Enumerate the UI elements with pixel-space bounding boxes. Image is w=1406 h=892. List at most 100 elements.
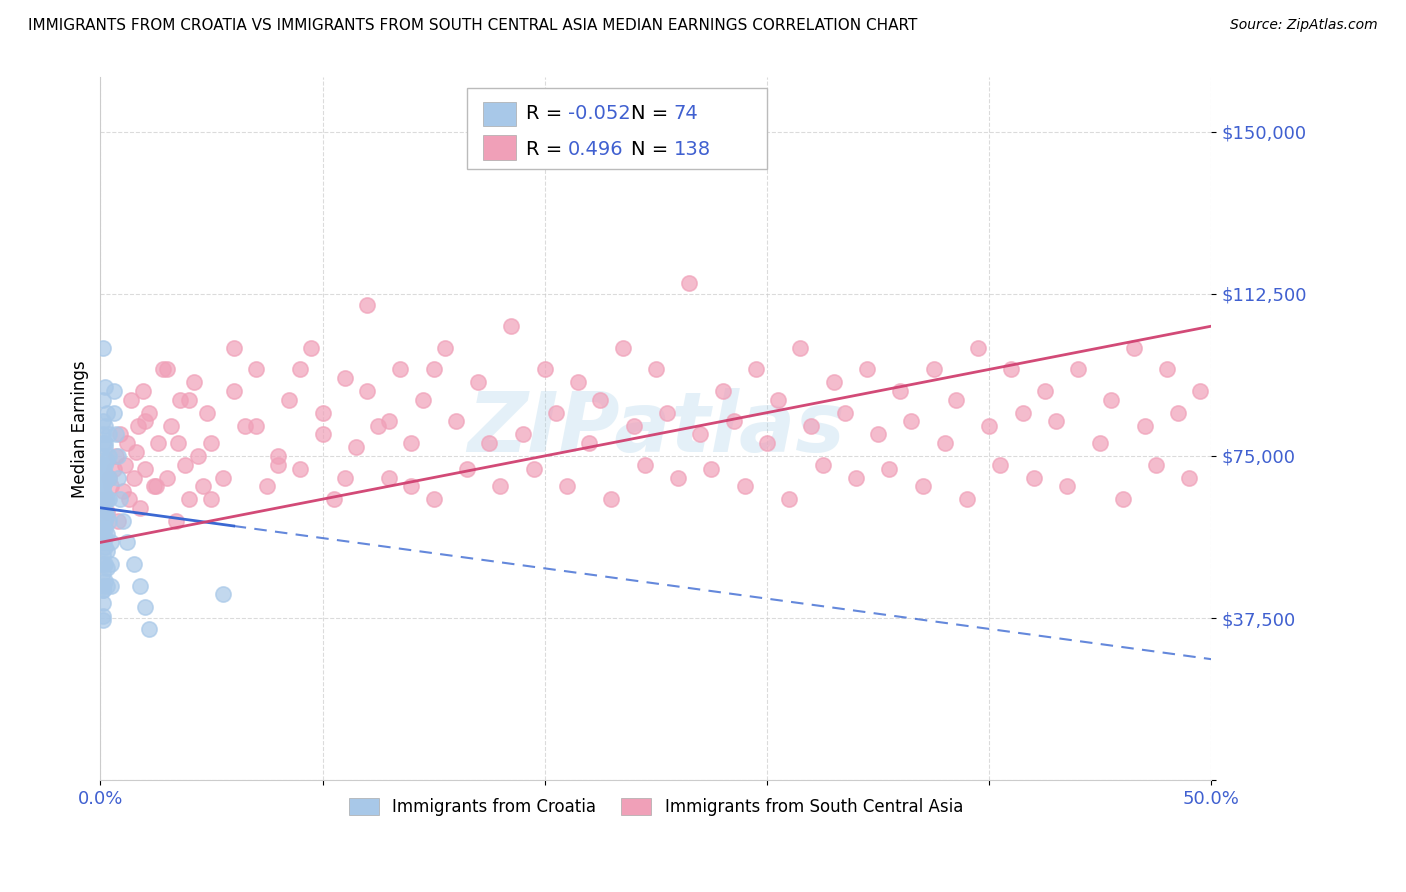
Point bbox=[120, 392, 142, 407]
Point bbox=[91, 479, 114, 493]
Point bbox=[523, 462, 546, 476]
Point bbox=[578, 436, 600, 450]
Point bbox=[94, 488, 117, 502]
Point bbox=[96, 470, 118, 484]
Point bbox=[256, 479, 278, 493]
Point bbox=[501, 319, 523, 334]
Point bbox=[401, 436, 423, 450]
Point bbox=[689, 427, 711, 442]
Text: Source: ZipAtlas.com: Source: ZipAtlas.com bbox=[1230, 18, 1378, 32]
Point bbox=[91, 414, 114, 428]
Point bbox=[278, 392, 301, 407]
Point bbox=[173, 458, 195, 472]
Point bbox=[1022, 470, 1045, 484]
Point bbox=[91, 449, 114, 463]
Point bbox=[91, 505, 114, 519]
Point bbox=[444, 414, 467, 428]
Point bbox=[179, 492, 201, 507]
Point bbox=[91, 458, 114, 472]
Point bbox=[145, 479, 167, 493]
Point bbox=[1090, 436, 1112, 450]
Point bbox=[110, 492, 132, 507]
Point bbox=[91, 582, 114, 597]
Point bbox=[156, 470, 179, 484]
Point bbox=[91, 566, 114, 580]
Point bbox=[94, 531, 117, 545]
Point bbox=[91, 470, 114, 484]
Point bbox=[245, 418, 267, 433]
Point bbox=[103, 462, 125, 476]
Point bbox=[94, 492, 117, 507]
Point bbox=[922, 362, 945, 376]
Point bbox=[1156, 362, 1178, 376]
Text: 74: 74 bbox=[673, 104, 699, 123]
Point bbox=[100, 557, 122, 571]
Point bbox=[103, 406, 125, 420]
Point bbox=[600, 492, 623, 507]
Point bbox=[378, 414, 401, 428]
Point bbox=[91, 582, 114, 597]
Point bbox=[1033, 384, 1056, 398]
Point bbox=[422, 492, 444, 507]
Point bbox=[723, 414, 745, 428]
Point bbox=[96, 453, 118, 467]
Point bbox=[94, 380, 117, 394]
Point bbox=[94, 475, 117, 489]
Point bbox=[122, 557, 145, 571]
Point bbox=[91, 579, 114, 593]
Point bbox=[934, 436, 956, 450]
Point bbox=[211, 470, 233, 484]
Point bbox=[634, 458, 657, 472]
Point bbox=[789, 341, 811, 355]
Point bbox=[91, 341, 114, 355]
Point bbox=[91, 523, 114, 537]
Point bbox=[766, 392, 789, 407]
Point bbox=[311, 406, 333, 420]
Point bbox=[389, 362, 412, 376]
Text: 0.496: 0.496 bbox=[568, 139, 624, 159]
Point bbox=[191, 479, 214, 493]
Point bbox=[800, 418, 823, 433]
Point bbox=[94, 496, 117, 510]
Point bbox=[456, 462, 478, 476]
Point bbox=[152, 362, 174, 376]
Point bbox=[1099, 392, 1122, 407]
Point bbox=[94, 557, 117, 571]
Point bbox=[100, 535, 122, 549]
Point bbox=[129, 579, 152, 593]
Point bbox=[856, 362, 879, 376]
Point bbox=[98, 470, 121, 484]
Point bbox=[956, 492, 979, 507]
Point bbox=[91, 500, 114, 515]
Point bbox=[1189, 384, 1212, 398]
Text: ZIPatlas: ZIPatlas bbox=[467, 388, 845, 469]
Point bbox=[700, 462, 723, 476]
Point bbox=[200, 492, 222, 507]
Point bbox=[114, 458, 136, 472]
Point bbox=[823, 376, 845, 390]
Point bbox=[367, 418, 389, 433]
Point bbox=[911, 479, 934, 493]
Point bbox=[169, 392, 191, 407]
Point bbox=[91, 518, 114, 533]
Point bbox=[122, 470, 145, 484]
Point bbox=[1067, 362, 1090, 376]
Point bbox=[623, 418, 645, 433]
Point bbox=[104, 449, 127, 463]
Point bbox=[103, 384, 125, 398]
Point bbox=[115, 436, 138, 450]
Point bbox=[1111, 492, 1133, 507]
Point bbox=[666, 470, 689, 484]
Point bbox=[131, 384, 153, 398]
Text: 138: 138 bbox=[673, 139, 711, 159]
Point bbox=[222, 341, 245, 355]
Point bbox=[91, 392, 114, 407]
Point bbox=[91, 479, 114, 493]
Point bbox=[100, 579, 122, 593]
Point bbox=[222, 384, 245, 398]
Point bbox=[94, 540, 117, 554]
Point bbox=[98, 449, 121, 463]
Point bbox=[433, 341, 456, 355]
Point bbox=[1144, 458, 1167, 472]
Point bbox=[1167, 406, 1189, 420]
